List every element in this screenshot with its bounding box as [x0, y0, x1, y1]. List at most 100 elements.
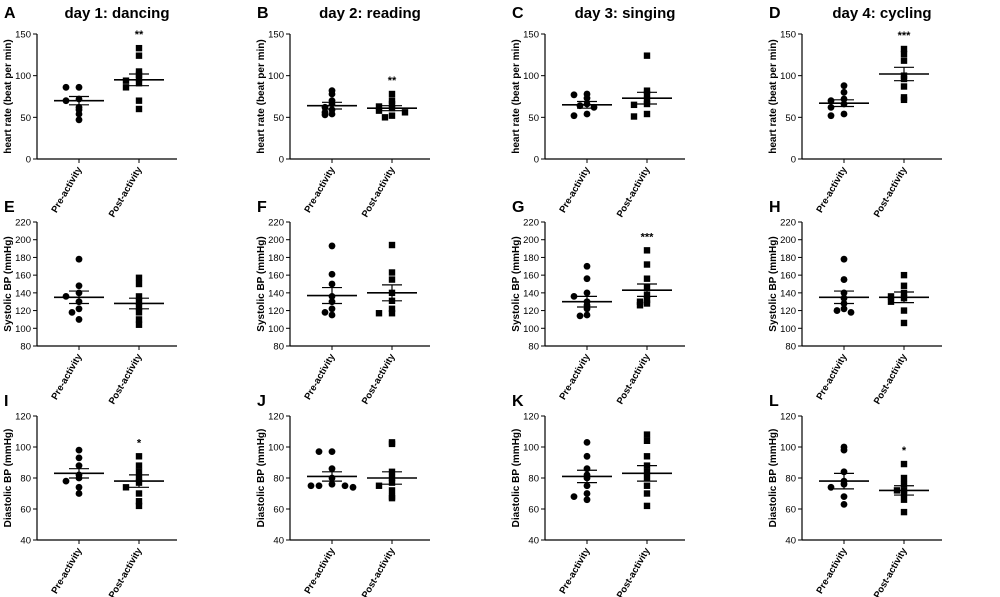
y-tick-label: 160: [268, 271, 284, 282]
x-tick-label: Post-activity: [872, 164, 910, 219]
data-point: [62, 83, 70, 91]
y-tick-label: 120: [268, 306, 284, 317]
series-pre: [562, 438, 612, 504]
y-tick-label: 40: [273, 536, 284, 547]
series-post: [622, 431, 672, 510]
data-point: [75, 116, 83, 124]
data-point: [583, 496, 591, 504]
y-tick-label: 120: [780, 412, 796, 423]
series-post: [622, 52, 672, 120]
series-post: [114, 274, 164, 328]
data-point: [583, 110, 591, 118]
data-point: [643, 502, 651, 510]
significance-label: *: [902, 445, 907, 457]
data-point: [583, 262, 591, 270]
data-point: [75, 462, 83, 469]
data-point: [328, 311, 336, 319]
data-point: [643, 87, 651, 94]
data-point: [576, 312, 584, 320]
data-point: [887, 298, 895, 305]
data-point: [583, 452, 591, 460]
series-post: *: [879, 445, 929, 516]
data-point: [840, 82, 848, 90]
series-pre: [819, 255, 869, 316]
data-point: [135, 502, 143, 510]
data-point: [583, 482, 591, 490]
y-axis-label: Diastolic BP (mmHg): [256, 429, 267, 528]
data-point: [643, 453, 651, 460]
series-pre: [562, 262, 612, 320]
data-point: [135, 44, 143, 52]
data-point: [900, 319, 908, 327]
y-axis-label: Diastolic BP (mmHg): [768, 429, 779, 528]
x-tick-label: Pre-activity: [302, 164, 337, 214]
panel-letter: K: [512, 393, 524, 410]
y-tick-label: 180: [268, 253, 284, 264]
y-tick-label: 150: [523, 30, 539, 41]
y-tick-label: 200: [268, 235, 284, 246]
y-tick-label: 80: [785, 342, 796, 353]
y-tick-label: 80: [20, 474, 31, 485]
data-point: [840, 446, 848, 454]
series-pre: [54, 446, 104, 497]
data-point: [643, 110, 651, 118]
series-post: [879, 271, 929, 327]
data-point: [75, 255, 83, 263]
data-point: [375, 310, 383, 317]
x-tick-label: Post-activity: [615, 164, 653, 219]
y-tick-label: 80: [528, 474, 539, 485]
y-axis-label: heart rate (beat per min): [256, 39, 267, 153]
y-tick-label: 0: [26, 155, 31, 166]
x-tick-label: Pre-activity: [49, 545, 84, 595]
data-point: [388, 90, 396, 98]
data-point: [135, 293, 143, 300]
series-post: **: [114, 29, 164, 113]
y-tick-label: 120: [780, 306, 796, 317]
x-tick-label: Post-activity: [360, 351, 398, 406]
series-pre: [307, 87, 357, 119]
panel-letter: G: [512, 199, 524, 216]
panel-letter: H: [769, 199, 781, 216]
series-pre: [54, 255, 104, 323]
y-tick-label: 120: [523, 306, 539, 317]
data-point: [643, 275, 651, 282]
data-point: [122, 77, 130, 84]
y-tick-label: 50: [528, 113, 539, 124]
y-axis-label: Diastolic BP (mmHg): [3, 429, 14, 528]
x-tick-label: Pre-activity: [814, 545, 849, 595]
data-point: [840, 255, 848, 263]
significance-label: ***: [898, 30, 912, 42]
y-tick-label: 160: [780, 271, 796, 282]
data-point: [900, 83, 908, 90]
y-tick-label: 150: [268, 30, 284, 41]
data-point: [388, 100, 396, 108]
data-point: [643, 52, 651, 59]
data-point: [643, 431, 651, 438]
y-tick-label: 220: [780, 218, 796, 229]
x-tick-label: Pre-activity: [49, 351, 84, 401]
y-axis-label: Diastolic BP (mmHg): [511, 429, 522, 528]
data-point: [583, 311, 591, 319]
panel-letter: D: [769, 5, 781, 22]
data-point: [840, 276, 848, 283]
x-tick-label: Post-activity: [872, 545, 910, 597]
series-post: [367, 439, 417, 502]
data-point: [388, 440, 396, 448]
data-point: [328, 465, 336, 473]
data-point: [388, 487, 396, 494]
data-point: [75, 446, 83, 454]
data-point: [135, 309, 143, 316]
y-tick-label: 100: [15, 324, 31, 335]
y-axis-label: Systolic BP (mmHg): [768, 236, 779, 331]
series-post: ***: [879, 30, 929, 104]
series-pre: [819, 82, 869, 120]
data-point: [68, 308, 76, 316]
y-tick-label: 100: [780, 324, 796, 335]
